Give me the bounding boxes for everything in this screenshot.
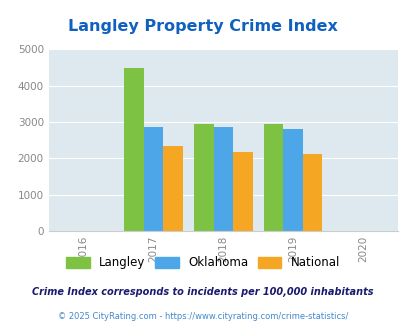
Bar bbox=[232, 151, 252, 231]
Text: Crime Index corresponds to incidents per 100,000 inhabitants: Crime Index corresponds to incidents per… bbox=[32, 287, 373, 297]
Legend: Langley, Oklahoma, National: Langley, Oklahoma, National bbox=[61, 252, 344, 274]
Bar bbox=[143, 127, 163, 231]
Bar bbox=[163, 146, 182, 231]
Bar bbox=[213, 127, 232, 231]
Bar bbox=[302, 154, 322, 231]
Text: © 2025 CityRating.com - https://www.cityrating.com/crime-statistics/: © 2025 CityRating.com - https://www.city… bbox=[58, 312, 347, 321]
Bar bbox=[194, 124, 213, 231]
Bar bbox=[263, 124, 283, 231]
Text: Langley Property Crime Index: Langley Property Crime Index bbox=[68, 19, 337, 34]
Bar bbox=[283, 129, 302, 231]
Bar bbox=[124, 68, 143, 231]
